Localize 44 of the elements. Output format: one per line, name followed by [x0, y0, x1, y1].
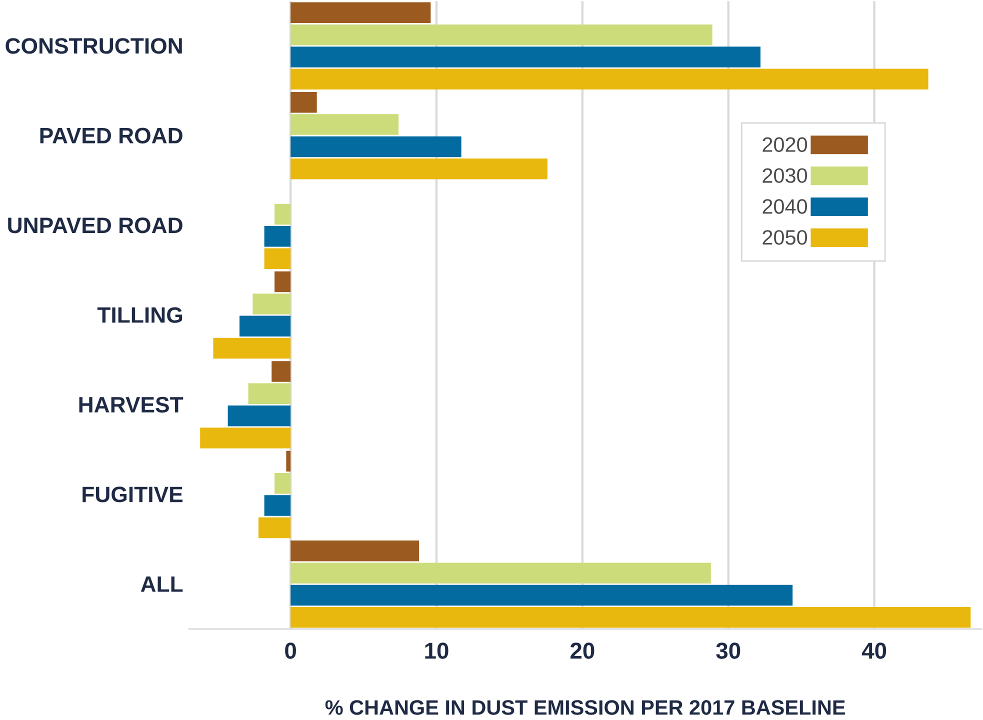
bar: [264, 226, 291, 247]
bar: [274, 272, 291, 292]
legend-label: 2050: [762, 230, 808, 245]
bar: [264, 248, 291, 270]
x-tick-label: 40: [862, 642, 886, 660]
x-tick-label: 20: [570, 642, 594, 660]
bar: [248, 383, 291, 404]
legend-label: 2040: [762, 199, 808, 214]
y-tick-label: UNPAVED ROAD: [8, 218, 182, 234]
bar: [264, 495, 291, 516]
bar: [200, 428, 291, 449]
bar: [290, 114, 399, 136]
bar: [258, 518, 291, 538]
bar: [290, 585, 793, 606]
bar: [290, 562, 711, 584]
bar: [290, 540, 419, 562]
x-tick-label: 0: [285, 642, 296, 660]
y-tick-label: HARVEST: [79, 397, 184, 413]
bar: [286, 451, 291, 472]
bar: [290, 136, 462, 158]
bar: [274, 473, 291, 494]
bar: [290, 46, 760, 68]
y-tick-label: PAVED ROAD: [40, 128, 182, 144]
bar: [272, 361, 291, 382]
x-axis-title: % CHANGE IN DUST EMISSION PER 2017 BASELINE: [325, 700, 845, 716]
y-tick-label: FUGITIVE: [82, 486, 182, 502]
bar: [290, 68, 928, 90]
bar: [239, 316, 291, 337]
bar: [290, 92, 317, 113]
bar: [290, 158, 548, 180]
bar: [290, 2, 431, 24]
bar: [290, 607, 971, 628]
x-tick-label: 30: [716, 642, 740, 660]
y-tick-label: ALL: [140, 576, 183, 592]
legend-label: 2020: [762, 137, 808, 152]
bar: [213, 338, 291, 359]
legend-label: 2030: [762, 168, 808, 184]
bar: [290, 24, 712, 46]
y-tick-label: TILLING: [97, 307, 182, 324]
bar: [228, 406, 291, 426]
bar: [274, 204, 291, 225]
y-tick-label: CONSTRUCTION: [6, 38, 182, 54]
x-tick-label: 10: [425, 642, 448, 660]
bar: [252, 294, 291, 315]
